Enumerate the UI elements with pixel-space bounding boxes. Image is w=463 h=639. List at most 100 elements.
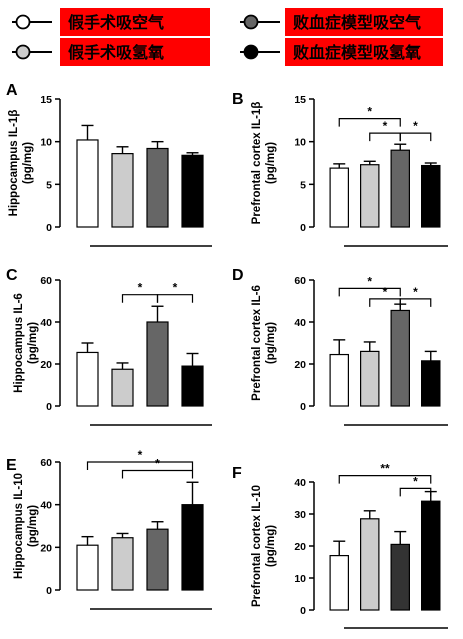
panel-letter: B: [232, 91, 244, 108]
y-tick-label: 0: [46, 585, 52, 597]
y-tick-label: 40: [294, 317, 306, 329]
bar: [146, 321, 169, 407]
bar: [390, 149, 411, 228]
bar: [181, 154, 204, 228]
panel-letter: C: [6, 267, 18, 284]
bar: [360, 164, 380, 228]
legend-label: 假手术吸空气: [68, 13, 164, 32]
bar: [111, 368, 134, 407]
bar: [329, 554, 350, 611]
y-tick-label: 15: [294, 94, 306, 106]
y-tick-label: 5: [46, 179, 52, 191]
significance-bracket: [121, 469, 194, 479]
significance-label: *: [413, 285, 418, 299]
legend-label: 败血症模型吸氢氧: [293, 43, 421, 62]
y-axis-title: Hippocampus IL-10 (pg/mg): [13, 473, 39, 579]
y-tick-label: 20: [40, 542, 52, 554]
significance-label: *: [173, 281, 178, 295]
bar: [421, 360, 441, 407]
significance-label: *: [367, 105, 372, 119]
y-tick-label: 0: [46, 401, 52, 413]
y-axis-label: Hippocampus IL-1β: [8, 110, 20, 217]
significance-bracket: [399, 132, 432, 142]
y-tick-label: 30: [294, 509, 306, 521]
significance-bracket: [369, 298, 401, 307]
y-axis-label: Hippocampus IL-10: [13, 473, 25, 579]
y-axis-label: Prefrontal cortex IL-6: [251, 285, 263, 401]
significance-label: *: [138, 448, 143, 462]
bar: [181, 504, 204, 591]
y-tick-label: 60: [40, 275, 52, 287]
bar: [111, 153, 134, 228]
y-axis-unit: (pg/mg): [265, 142, 277, 184]
panel-f: F Prefrontal cortex IL-10 (pg/mg) 0 10 20 30 40…: [232, 462, 448, 629]
significance-label: *: [383, 285, 388, 299]
bar: [181, 365, 204, 407]
legend-label: 败血症模型吸空气: [293, 13, 421, 32]
y-tick-label: 10: [40, 137, 52, 149]
panel-letter: A: [6, 82, 18, 99]
legend-marker: [15, 44, 31, 60]
significance-bracket: [338, 287, 401, 297]
panel-letter: F: [232, 465, 242, 482]
significance-bracket: [399, 487, 432, 497]
significance-label: *: [138, 281, 143, 295]
significance-label: *: [367, 274, 372, 288]
panel-c: C Hippocampus IL-6 (pg/mg) 0 20 40 60 * *: [6, 267, 212, 426]
y-tick-label: 0: [300, 401, 306, 413]
panel-d: D Prefrontal cortex IL-6 (pg/mg) 0 20 40 60 * * *: [232, 267, 448, 426]
y-axis-label: Hippocampus IL-6: [13, 293, 25, 393]
bar: [146, 147, 169, 228]
y-tick-label: 20: [294, 359, 306, 371]
legend-item: 败血症模型吸空气: [240, 8, 443, 36]
legend-box: [285, 8, 443, 36]
legend-item: 假手术吸氢氧: [12, 38, 210, 66]
legend-item: 假手术吸空气: [12, 8, 210, 36]
bar: [111, 537, 134, 591]
significance-bracket: [399, 298, 432, 307]
y-axis-title: Hippocampus IL-1β (pg/mg): [8, 110, 34, 217]
significance-bracket: [86, 461, 194, 470]
y-tick-label: 0: [300, 222, 306, 234]
y-tick-label: 20: [40, 359, 52, 371]
bar: [360, 518, 380, 611]
significance-label: *: [413, 474, 418, 488]
significance-bracket: [121, 294, 159, 303]
legend-box: [60, 8, 210, 36]
legend-item: 败血症模型吸氢氧: [240, 38, 443, 66]
panel-a: A Hippocampus IL-1β (pg/mg) 0 5 10 15: [6, 82, 212, 247]
y-tick-label: 0: [46, 222, 52, 234]
y-tick-label: 20: [294, 541, 306, 553]
significance-bracket: [338, 475, 432, 484]
y-tick-label: 15: [40, 94, 52, 106]
bar: [421, 164, 441, 228]
bar: [329, 167, 350, 228]
bar: [76, 544, 99, 591]
significance-label: **: [380, 462, 390, 476]
panel-letter: E: [6, 457, 17, 474]
significance-label: *: [155, 457, 160, 471]
y-axis-title: Prefrontal cortex IL-6 (pg/mg): [251, 285, 277, 401]
y-tick-label: 60: [294, 275, 306, 287]
y-tick-label: 0: [300, 605, 306, 617]
bar: [360, 350, 380, 407]
significance-bracket: [369, 132, 401, 142]
legend-marker: [15, 14, 31, 30]
y-axis-label: Prefrontal cortex IL-10: [251, 485, 263, 607]
y-axis-title: Prefrontal cortex IL-1β (pg/mg): [251, 102, 277, 225]
bar: [76, 351, 99, 407]
y-axis-title: Hippocampus IL-6 (pg/mg): [13, 293, 39, 393]
y-tick-label: 5: [300, 179, 306, 191]
y-tick-label: 40: [40, 500, 52, 512]
significance-bracket: [338, 118, 401, 127]
y-axis-unit: (pg/mg): [22, 142, 34, 184]
legend-marker: [243, 44, 259, 60]
y-axis-unit: (pg/mg): [27, 322, 39, 364]
y-tick-label: 10: [294, 137, 306, 149]
bar: [76, 139, 99, 228]
legend-marker: [243, 14, 259, 30]
